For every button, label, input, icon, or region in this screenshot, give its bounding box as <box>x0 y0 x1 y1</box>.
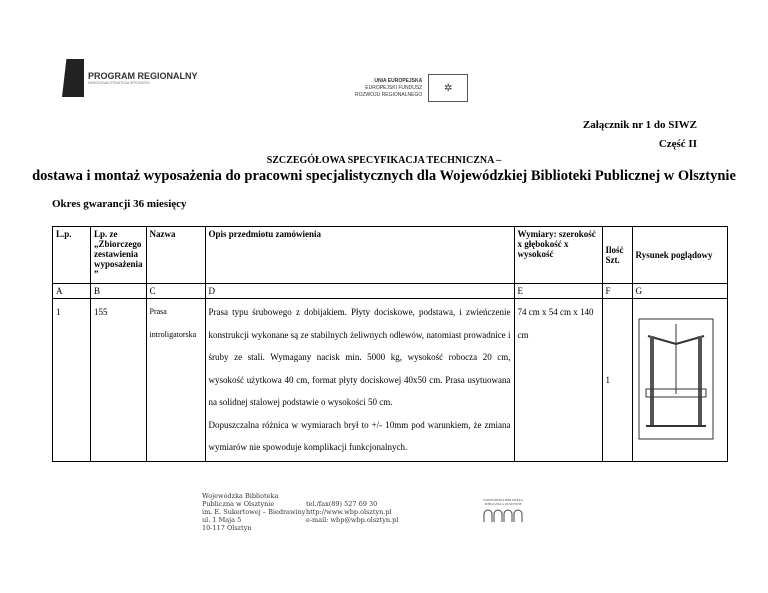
col-letter: D <box>204 283 515 299</box>
col-header: L.p. <box>52 226 91 284</box>
contact-email[interactable]: e-mail: wbp@wbp.olsztyn.pl <box>306 516 399 524</box>
cell-ref: 155 <box>90 298 147 462</box>
col-letter: A <box>52 283 91 299</box>
col-header: Rysunek poglądowy <box>631 226 728 284</box>
cell-desc-note: Dopuszczalna różnica w wymiarach brył to… <box>208 419 511 453</box>
eu-line: UNIA EUROPEJSKA <box>374 77 423 84</box>
address-line: ul. 1 Maja 5 <box>202 516 242 524</box>
contact-phone: tel./fax(89) 527 69 30 <box>306 500 378 508</box>
library-logo: WOJEWÓDZKA BIBLIOTEKA PUBLICZNA w OLSZTY… <box>482 492 524 528</box>
footer-contact: tel./fax(89) 527 69 30 http://www.wbp.ols… <box>306 500 398 524</box>
annex-label: Załącznik nr 1 do SIWZ <box>582 119 697 131</box>
eu-flag-icon: ✲ <box>428 74 469 102</box>
col-letter: F <box>601 283 633 299</box>
col-letter: G <box>631 283 728 299</box>
eu-line: EUROPEJSKI FUNDUSZ <box>365 84 423 91</box>
address-line: im. E. Sukertowej – Biedrawiny <box>202 508 306 516</box>
cell-dims: 74 cm x 54 cm x 140 cm <box>513 298 603 462</box>
footer-address: Wojewódzka Biblioteka Publiczna w Olsztyn… <box>202 492 305 532</box>
col-letter: C <box>145 283 206 299</box>
press-drawing-icon <box>638 318 714 440</box>
col-header: Nazwa <box>145 226 206 284</box>
library-arches-icon <box>483 509 523 522</box>
eu-logo: UNIA EUROPEJSKA EUROPEJSKI FUNDUSZ ROZWOJU… <box>355 70 475 106</box>
address-line: 10-117 Olsztyn <box>202 524 252 532</box>
logo-mark-icon <box>62 59 84 97</box>
logo-text: PROGRAM REGIONALNY <box>88 71 198 81</box>
col-header: Opis przedmiotu zamówienia <box>204 226 515 284</box>
table-row: 1 155 Prasa introligatorska Prasa typu ś… <box>52 298 728 462</box>
cell-name: Prasa introligatorska <box>145 298 206 462</box>
spec-heading: SZCZEGÓŁOWA SPECYFIKACJA TECHNICZNA – <box>266 155 502 166</box>
page-title: dostawa i montaż wyposażenia do pracowni… <box>32 168 736 184</box>
contact-website[interactable]: http://www.wbp.olsztyn.pl <box>306 508 392 516</box>
cell-qty: 1 <box>601 298 633 462</box>
table-header-row: L.p. Lp. ze „Zbiorczego zestawienia wypo… <box>52 226 728 284</box>
cell-desc: Prasa typu śrubowego z dobijakiem. Płyty… <box>208 307 511 407</box>
program-regionalny-logo: PROGRAM REGIONALNY NARODOWA STRATEGIA SPÓ… <box>62 56 202 100</box>
col-header: Ilość Szt. <box>601 226 633 284</box>
col-letter: B <box>90 283 147 299</box>
col-header: Wymiary: szerokość x głębokość x wysokoś… <box>513 226 603 284</box>
warranty: Okres gwarancji 36 miesięcy <box>52 198 187 210</box>
logo-subtext: NARODOWA STRATEGIA SPÓJNOŚCI <box>88 81 151 85</box>
spec-table: L.p. Lp. ze „Zbiorczego zestawienia wypo… <box>52 226 728 462</box>
cell-lp: 1 <box>52 298 91 462</box>
part-label: Część II <box>658 138 697 150</box>
eu-line: ROZWOJU REGIONALNEGO <box>355 91 423 98</box>
library-logo-text: WOJEWÓDZKA BIBLIOTEKA PUBLICZNA w OLSZTY… <box>483 498 523 506</box>
address-line: Wojewódzka Biblioteka <box>202 492 279 500</box>
col-header: Lp. ze „Zbiorczego zestawienia wyposażen… <box>90 226 147 284</box>
address-line: Publiczna w Olsztynie <box>202 500 275 508</box>
col-letter: E <box>513 283 603 299</box>
